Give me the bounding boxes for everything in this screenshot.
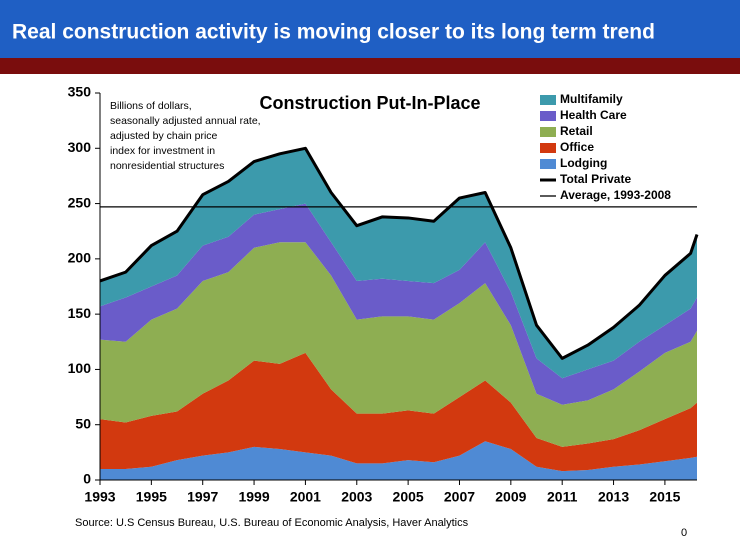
- legend-label: Health Care: [560, 108, 627, 122]
- x-tick-label: 1999: [238, 489, 269, 505]
- source: Source: U.S Census Bureau, U.S. Bureau o…: [75, 517, 469, 529]
- legend-label: Multifamily: [560, 92, 623, 106]
- y-tick-label: 350: [68, 84, 92, 100]
- y-tick-label: 0: [83, 471, 91, 487]
- note-line: Billions of dollars,: [110, 100, 192, 112]
- x-tick-label: 1997: [187, 489, 218, 505]
- y-tick-label: 50: [75, 415, 91, 431]
- header-stripe: [0, 58, 740, 74]
- y-tick-label: 150: [68, 305, 92, 321]
- page-number: 0: [681, 527, 687, 539]
- x-tick-label: 1993: [84, 489, 115, 505]
- legend-swatch: [540, 127, 556, 137]
- legend-label: Total Private: [560, 172, 631, 186]
- area-4: [100, 148, 697, 379]
- legend-label: Retail: [560, 124, 593, 138]
- area-3: [100, 203, 697, 405]
- area-0: [100, 441, 697, 480]
- legend-swatch: [540, 159, 556, 169]
- x-tick-label: 2015: [649, 489, 680, 505]
- chart-title: Construction Put-In-Place: [259, 93, 480, 113]
- legend-swatch: [540, 95, 556, 105]
- note-line: index for investment in: [110, 145, 215, 157]
- area-2: [100, 242, 697, 447]
- x-tick-label: 2005: [393, 489, 424, 505]
- legend-label: Lodging: [560, 156, 607, 170]
- note-line: adjusted by chain price: [110, 130, 218, 142]
- legend-label: Average, 1993-2008: [560, 188, 671, 202]
- y-tick-label: 300: [68, 139, 92, 155]
- x-tick-label: 2007: [444, 489, 475, 505]
- note-line: seasonally adjusted annual rate,: [110, 115, 261, 127]
- header-bar: [0, 0, 740, 58]
- legend-swatch: [540, 143, 556, 153]
- y-tick-label: 250: [68, 194, 92, 210]
- x-tick-label: 2001: [290, 489, 321, 505]
- note-line: nonresidential structures: [110, 160, 224, 172]
- y-tick-label: 100: [68, 360, 92, 376]
- x-tick-label: 2013: [598, 489, 629, 505]
- x-tick-label: 2009: [495, 489, 526, 505]
- y-tick-label: 200: [68, 250, 92, 266]
- legend-label: Office: [560, 140, 594, 154]
- area-1: [100, 352, 697, 472]
- slide-title: Real construction activity is moving clo…: [12, 21, 655, 44]
- x-tick-label: 1995: [136, 489, 167, 505]
- total-line: [99, 146, 699, 360]
- x-tick-label: 2003: [341, 489, 372, 505]
- legend-swatch: [540, 111, 556, 121]
- x-tick-label: 2011: [547, 489, 578, 505]
